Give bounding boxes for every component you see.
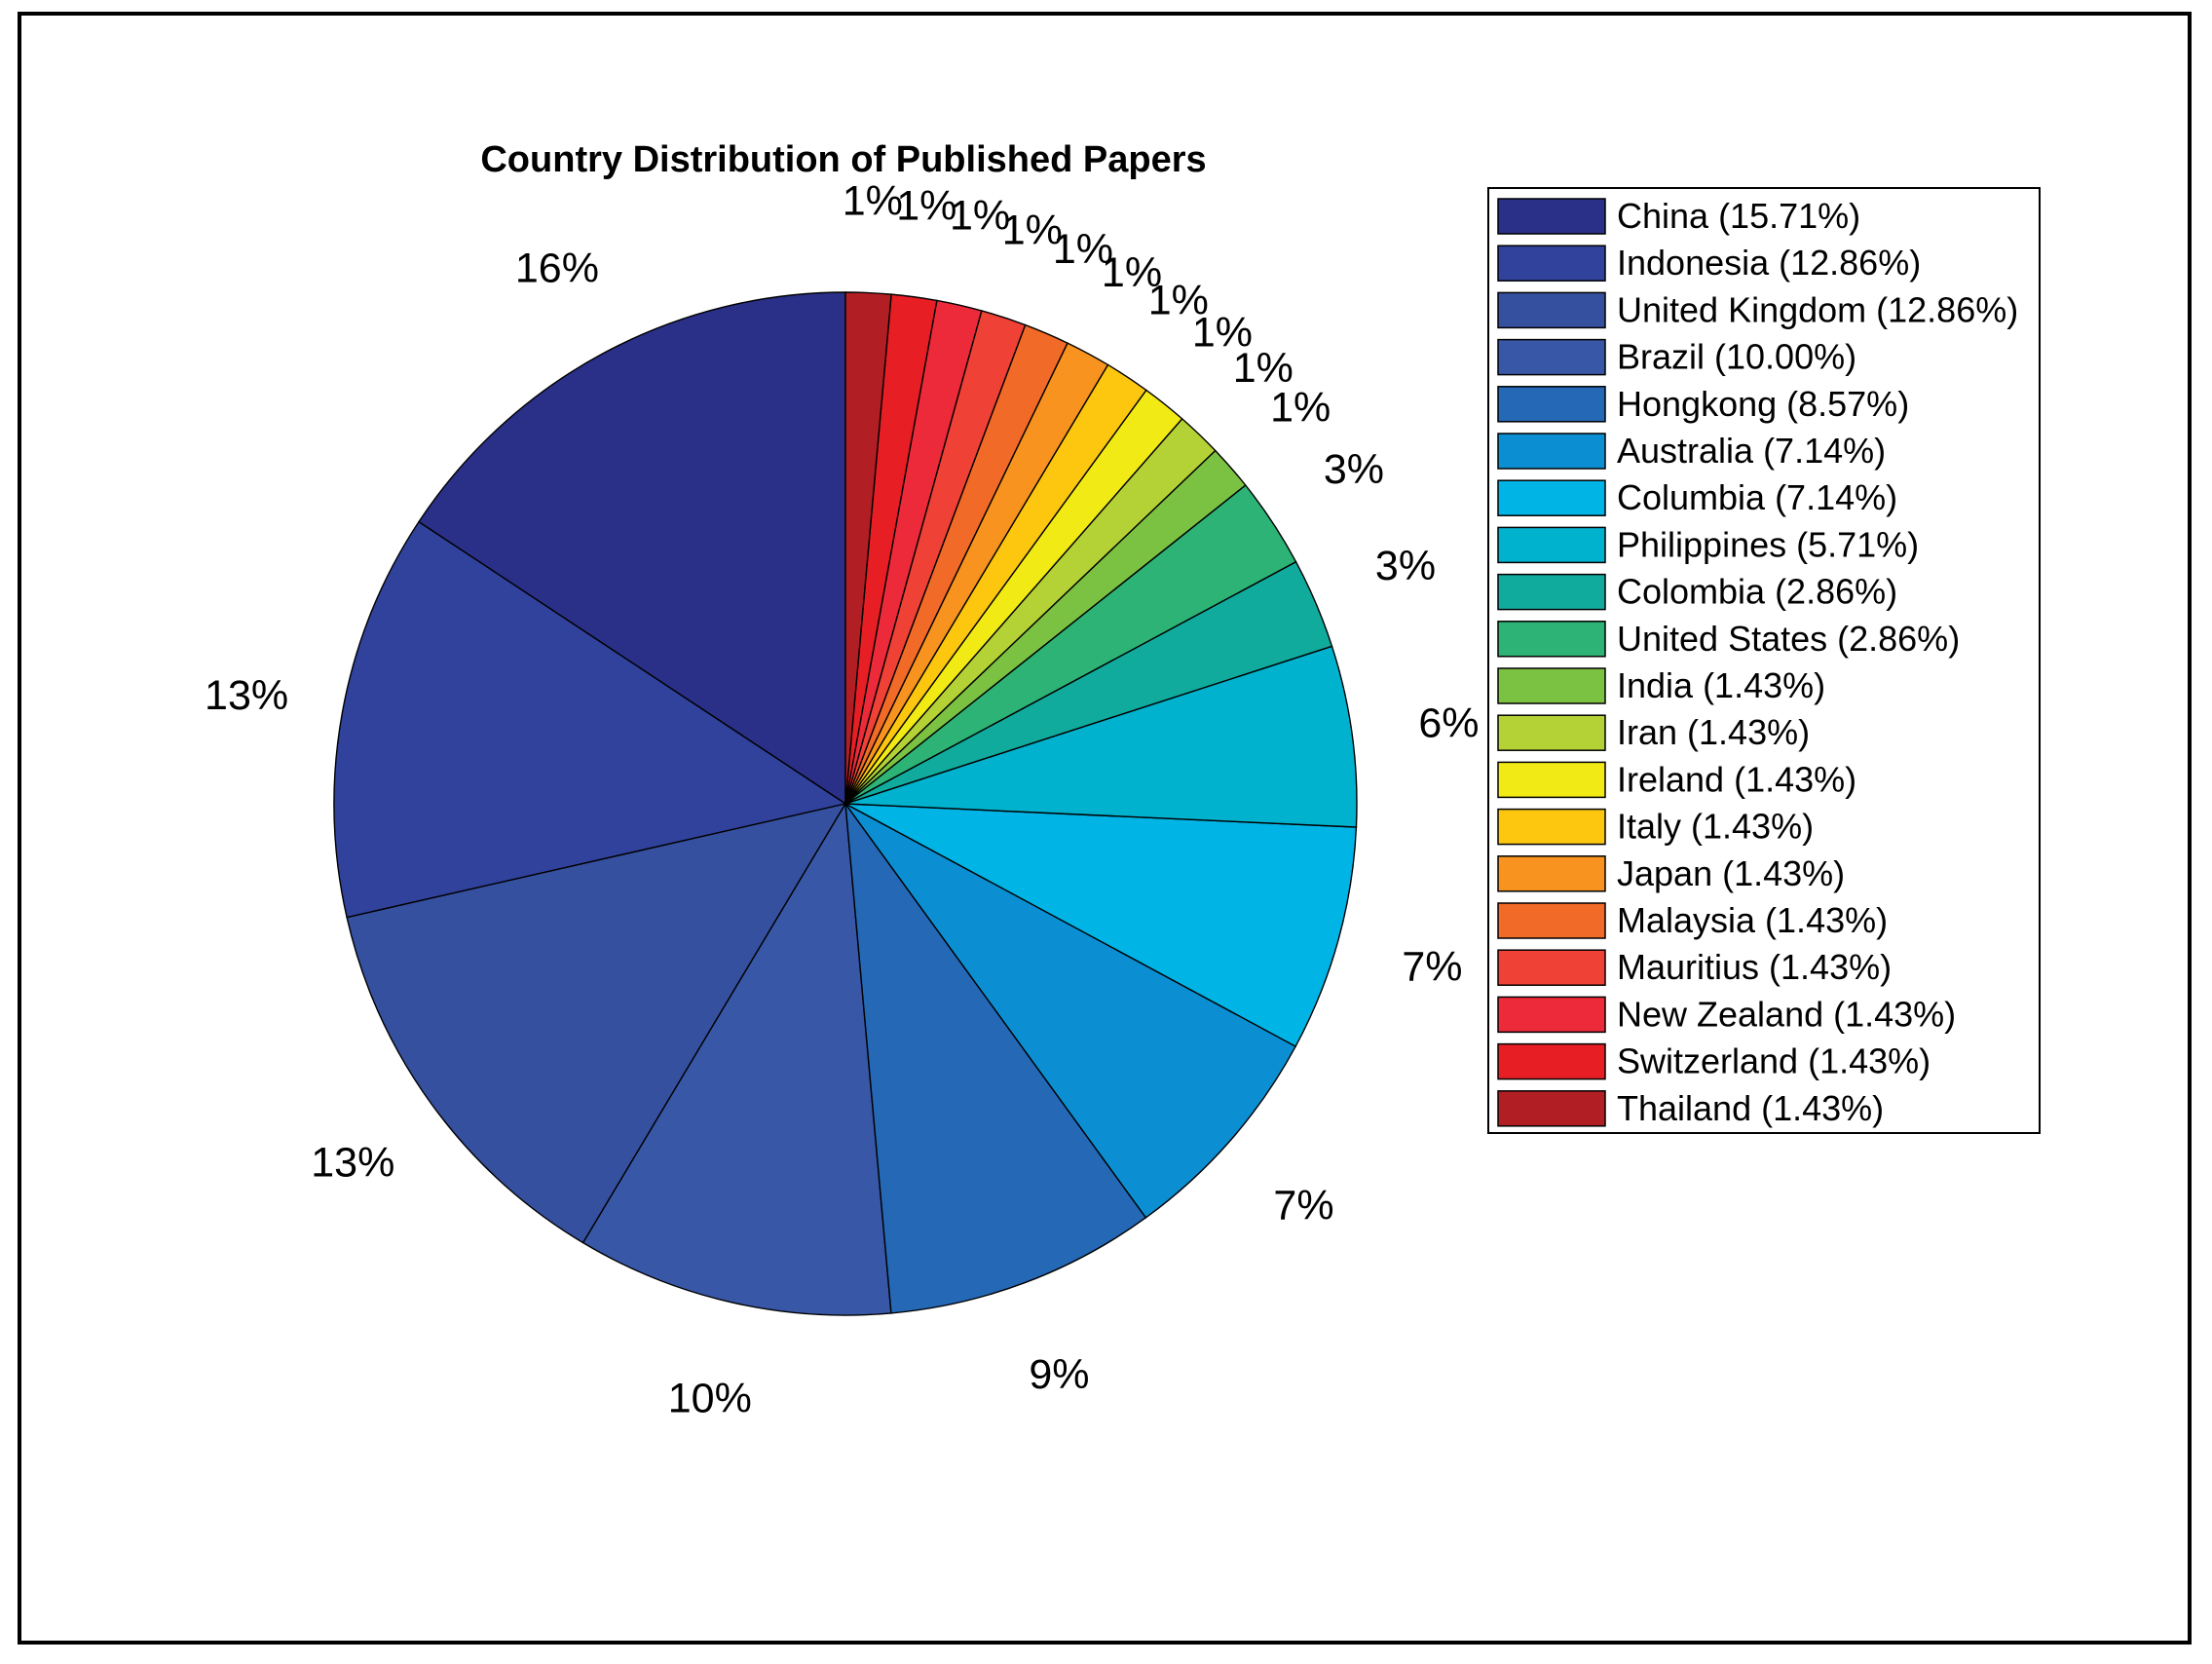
pie-slice-philippines (844, 645, 1358, 828)
pie-slice-australia (844, 803, 1297, 1219)
legend-label: Philippines (5.71%) (1617, 524, 1919, 564)
legend-swatch (1497, 433, 1606, 470)
percent-label: 13% (205, 672, 288, 719)
percent-label: 1% (1148, 278, 1209, 324)
legend-swatch (1497, 996, 1606, 1034)
pie-slices (333, 291, 1358, 1316)
legend-label: Ireland (1.43%) (1617, 759, 1856, 799)
legend-label: Australia (7.14%) (1617, 431, 1886, 471)
percent-label: 13% (311, 1139, 394, 1186)
legend-swatch (1497, 573, 1606, 611)
percent-label: 3% (1324, 446, 1384, 493)
legend-swatch (1497, 949, 1606, 986)
legend-label: Mauritius (1.43%) (1617, 947, 1892, 987)
percent-label: 1% (1270, 384, 1331, 431)
legend: China (15.71%) Indonesia (12.86%) United K… (1487, 187, 2041, 1134)
chart-title: Country Distribution of Published Papers (480, 139, 1206, 180)
legend-label: United States (2.86%) (1617, 619, 1960, 659)
legend-label: Brazil (10.00%) (1617, 337, 1856, 377)
percent-label: 1% (1233, 345, 1293, 392)
percent-label: 1% (843, 178, 903, 225)
pie-slice-brazil (581, 801, 892, 1316)
percent-label: 1% (896, 183, 956, 230)
percent-label: 1% (950, 193, 1010, 240)
legend-swatch (1497, 386, 1606, 423)
percent-label: 1% (1002, 207, 1063, 253)
legend-swatch (1497, 198, 1606, 235)
pie-slice-united-kingdom (346, 802, 847, 1244)
percent-label: 7% (1273, 1182, 1333, 1229)
percent-label: 16% (515, 246, 599, 292)
legend-swatch (1497, 526, 1606, 564)
legend-swatch (1497, 338, 1606, 376)
pie-slice-columbia (844, 803, 1358, 1048)
pie-slice-thailand (844, 291, 892, 805)
percent-labels: 16%13%13%10%9%7%7%6%3%3%1%1%1%1%1%1%1%1%… (205, 178, 1479, 1422)
legend-box (1487, 187, 2041, 1134)
legend-label: Switzerland (1.43%) (1617, 1041, 1931, 1081)
percent-label: 7% (1402, 944, 1462, 991)
legend-swatch (1497, 291, 1606, 329)
legend-label: Iran (1.43%) (1617, 712, 1810, 752)
percent-label: 1% (1192, 310, 1253, 357)
percent-label: 3% (1375, 543, 1436, 589)
legend-items: China (15.71%) Indonesia (12.86%) United K… (1497, 196, 2018, 1128)
legend-label: China (15.71%) (1617, 196, 1860, 236)
legend-swatch (1497, 1042, 1606, 1080)
legend-label: Indonesia (12.86%) (1617, 243, 1921, 283)
percent-label: 10% (668, 1375, 752, 1421)
legend-swatch (1497, 667, 1606, 704)
pie-slice-china (417, 291, 846, 806)
percent-label: 1% (1053, 226, 1113, 273)
legend-label: United Kingdom (12.86%) (1617, 289, 2018, 329)
legend-swatch (1497, 761, 1606, 799)
legend-label: Japan (1.43%) (1617, 853, 1845, 893)
percent-label: 6% (1418, 700, 1479, 747)
legend-label: Columbia (7.14%) (1617, 477, 1897, 517)
pie-slice-hongkong (844, 801, 1147, 1314)
legend-swatch (1497, 621, 1606, 658)
legend-swatch (1497, 245, 1606, 282)
legend-swatch (1497, 902, 1606, 939)
legend-label: India (1.43%) (1617, 665, 1825, 705)
percent-label: 1% (1102, 249, 1162, 296)
legend-swatch (1497, 808, 1606, 846)
legend-swatch (1497, 714, 1606, 751)
legend-label: Colombia (2.86%) (1617, 572, 1897, 612)
legend-label: Italy (1.43%) (1617, 807, 1814, 847)
legend-label: Malaysia (1.43%) (1617, 900, 1888, 940)
percent-label: 9% (1029, 1351, 1089, 1398)
legend-swatch (1497, 1090, 1606, 1127)
legend-swatch (1497, 855, 1606, 892)
legend-swatch (1497, 479, 1606, 516)
legend-label: New Zealand (1.43%) (1617, 994, 1956, 1034)
legend-label: Thailand (1.43%) (1617, 1088, 1884, 1128)
legend-label: Hongkong (8.57%) (1617, 384, 1909, 424)
pie-slice-indonesia (333, 520, 847, 919)
